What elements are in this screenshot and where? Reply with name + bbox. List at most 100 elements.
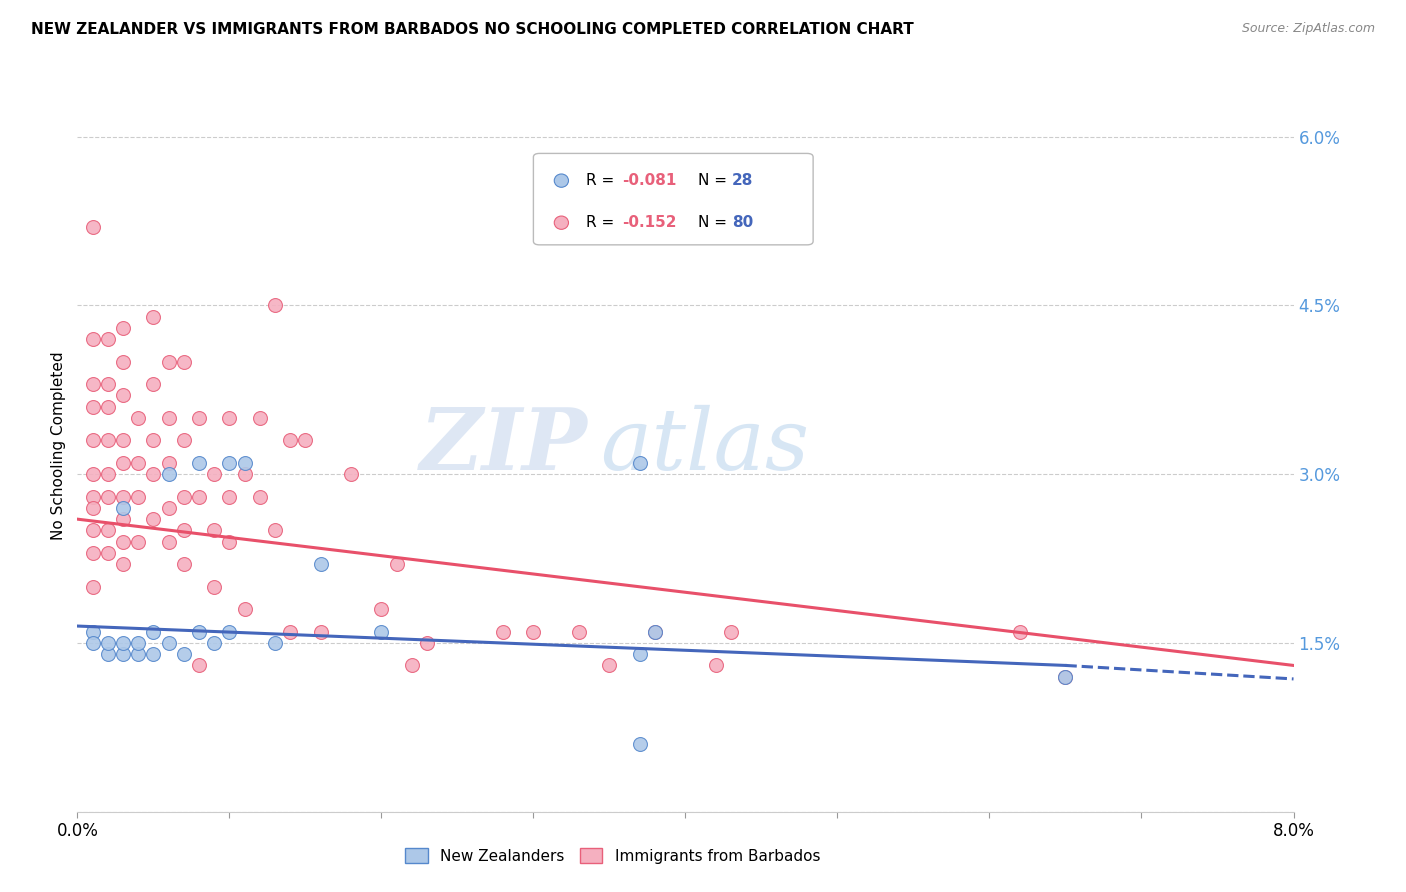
Point (401, 658, 423, 673)
Point (127, 534, 149, 549)
Point (278, 434, 301, 448)
Point (188, 658, 211, 673)
Point (157, 467, 180, 482)
Point (233, 456, 256, 470)
Point (82, 434, 104, 448)
Point (82, 219, 104, 234)
Point (568, 624, 591, 639)
Point (173, 557, 195, 571)
Point (97, 546, 120, 560)
Point (249, 490, 271, 504)
Text: N =: N = (697, 215, 731, 230)
Point (97, 377, 120, 392)
Point (188, 456, 211, 470)
Point (598, 658, 620, 673)
Text: 28: 28 (731, 173, 754, 188)
Point (218, 410, 240, 425)
Point (82, 500, 104, 515)
Point (111, 388, 134, 402)
Point (644, 624, 666, 639)
Point (385, 557, 408, 571)
Point (1054, 670, 1077, 684)
Point (1008, 624, 1031, 639)
Point (82, 490, 104, 504)
Point (522, 624, 544, 639)
Point (233, 467, 256, 482)
Legend: New Zealanders, Immigrants from Barbados: New Zealanders, Immigrants from Barbados (399, 842, 827, 870)
Point (644, 624, 666, 639)
Point (82, 636, 104, 650)
Point (127, 456, 149, 470)
Point (142, 512, 165, 526)
Point (218, 456, 240, 470)
Y-axis label: No Schooling Completed: No Schooling Completed (51, 351, 66, 541)
Text: 80: 80 (731, 215, 752, 230)
Text: atlas: atlas (600, 405, 810, 487)
Point (202, 524, 225, 538)
Point (340, 467, 363, 482)
Point (264, 636, 287, 650)
Point (142, 310, 165, 324)
Point (142, 377, 165, 392)
Point (142, 434, 165, 448)
Point (370, 602, 392, 616)
Text: R =: R = (586, 173, 619, 188)
Point (82, 624, 104, 639)
Point (218, 490, 240, 504)
Point (97, 636, 120, 650)
Point (492, 624, 515, 639)
Text: NEW ZEALANDER VS IMMIGRANTS FROM BARBADOS NO SCHOOLING COMPLETED CORRELATION CHA: NEW ZEALANDER VS IMMIGRANTS FROM BARBADO… (31, 22, 914, 37)
Point (111, 354, 134, 368)
Point (309, 557, 332, 571)
Ellipse shape (554, 216, 568, 229)
Point (82, 332, 104, 346)
Point (97, 400, 120, 414)
Point (82, 467, 104, 482)
Point (628, 456, 651, 470)
Text: -0.081: -0.081 (623, 173, 676, 188)
Point (97, 332, 120, 346)
Point (97, 467, 120, 482)
Point (157, 410, 180, 425)
Point (704, 658, 727, 673)
Point (278, 624, 301, 639)
Point (157, 456, 180, 470)
Point (264, 298, 287, 312)
Point (720, 624, 742, 639)
Point (249, 410, 271, 425)
Point (97, 434, 120, 448)
Point (416, 636, 439, 650)
Point (82, 580, 104, 594)
Point (157, 500, 180, 515)
Text: N =: N = (697, 173, 731, 188)
Point (111, 456, 134, 470)
Point (111, 534, 134, 549)
Point (142, 647, 165, 661)
Point (111, 512, 134, 526)
Point (309, 624, 332, 639)
Point (97, 524, 120, 538)
Point (157, 636, 180, 650)
Point (127, 490, 149, 504)
Point (233, 602, 256, 616)
Point (157, 354, 180, 368)
Ellipse shape (554, 174, 568, 187)
Point (218, 624, 240, 639)
Point (111, 636, 134, 650)
Point (82, 400, 104, 414)
Point (111, 434, 134, 448)
Point (202, 467, 225, 482)
Point (111, 647, 134, 661)
Point (628, 737, 651, 751)
Point (97, 490, 120, 504)
Point (111, 490, 134, 504)
Point (111, 557, 134, 571)
Point (218, 534, 240, 549)
Point (142, 624, 165, 639)
Text: R =: R = (586, 215, 619, 230)
Text: Source: ZipAtlas.com: Source: ZipAtlas.com (1241, 22, 1375, 36)
Point (202, 636, 225, 650)
Point (1054, 670, 1077, 684)
Point (628, 647, 651, 661)
Text: -0.152: -0.152 (623, 215, 676, 230)
